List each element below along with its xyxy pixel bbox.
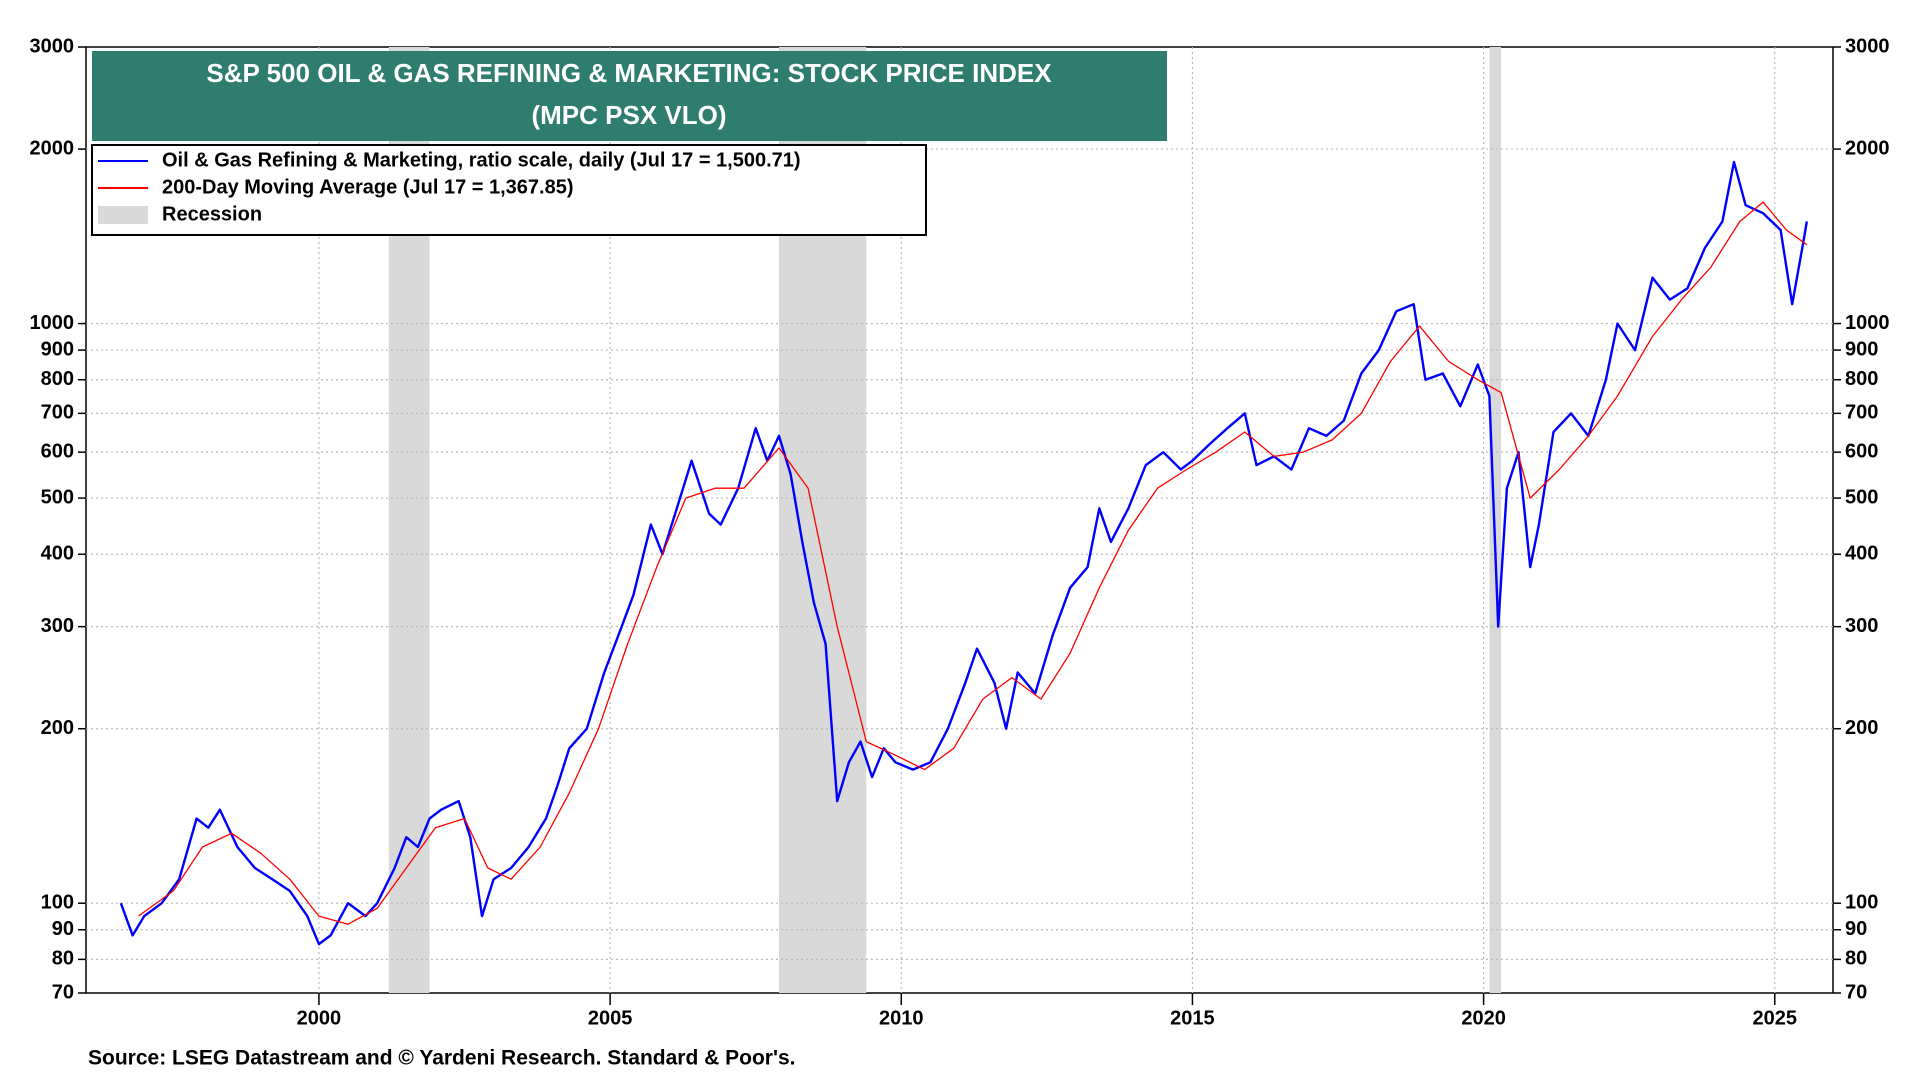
y-tick-label: 2000 [30,137,75,159]
y2-tick-label: 900 [1845,338,1878,360]
chart-title: S&P 500 OIL & GAS REFINING & MARKETING: … [206,58,1052,88]
y2-tick-label: 2000 [1845,137,1890,159]
source-note: Source: LSEG Datastream and © Yardeni Re… [88,1047,795,1070]
legend-label: Oil & Gas Refining & Marketing, ratio sc… [162,149,801,171]
y-tick-label: 70 [52,981,74,1003]
y2-tick-label: 300 [1845,615,1878,637]
y2-tick-label: 1000 [1845,312,1890,334]
legend-box [91,144,927,236]
series-line [119,160,1808,946]
x-tick-label: 2005 [588,1007,633,1029]
y-tick-label: 400 [41,543,74,565]
y-tick-label: 3000 [30,35,75,57]
legend-label: Recession [162,203,262,225]
y2-tick-label: 800 [1845,368,1878,390]
y-tick-label: 500 [41,486,74,508]
y-tick-label: 600 [41,440,74,462]
legend-swatch [98,206,148,224]
chart-subtitle: (MPC PSX VLO) [531,100,726,130]
y-tick-label: 80 [52,948,74,970]
y-tick-label: 100 [41,891,74,913]
y2-tick-label: 80 [1845,948,1867,970]
y-tick-label: 900 [41,338,74,360]
x-tick-label: 2025 [1753,1007,1798,1029]
legend-label: 200-Day Moving Average (Jul 17 = 1,367.8… [162,176,574,198]
y-tick-label: 800 [41,368,74,390]
y-tick-label: 300 [41,615,74,637]
y2-tick-label: 90 [1845,918,1867,940]
y-tick-label: 200 [41,717,74,739]
y-tick-label: 1000 [30,312,75,334]
x-tick-label: 2020 [1461,1007,1506,1029]
y2-tick-label: 600 [1845,440,1878,462]
x-tick-label: 2000 [297,1007,342,1029]
y-tick-label: 700 [41,402,74,424]
y2-tick-label: 100 [1845,891,1878,913]
y2-tick-label: 400 [1845,543,1878,565]
y2-tick-label: 200 [1845,717,1878,739]
y2-tick-label: 500 [1845,486,1878,508]
series-line [138,201,1808,925]
y2-tick-label: 3000 [1845,35,1890,57]
x-tick-label: 2010 [879,1007,924,1029]
y-tick-label: 90 [52,918,74,940]
title-box [92,51,1167,141]
y2-tick-label: 70 [1845,981,1867,1003]
y2-tick-label: 700 [1845,402,1878,424]
x-tick-label: 2015 [1170,1007,1215,1029]
